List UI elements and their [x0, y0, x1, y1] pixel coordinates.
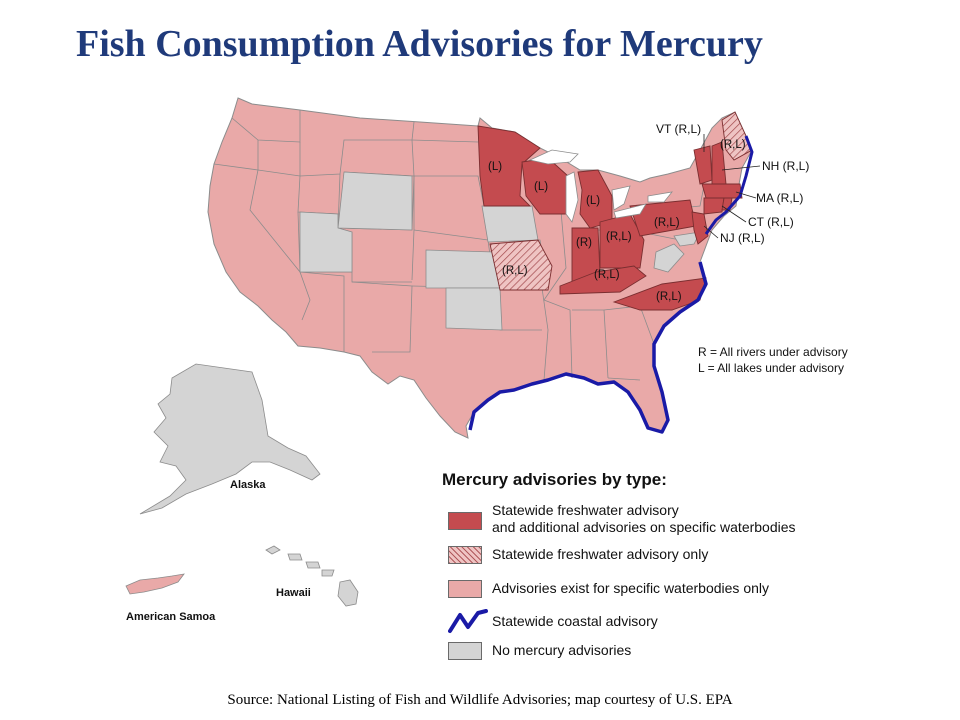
key-rivers: R = All rivers under advisory: [698, 345, 848, 359]
label-indiana: (R): [576, 237, 592, 249]
label-hawaii: Hawaii: [276, 587, 311, 599]
state-iowa: [481, 205, 539, 243]
label-north-carolina: (R,L): [656, 291, 682, 303]
state-maryland: [673, 231, 701, 247]
state-wyoming: [337, 171, 413, 231]
state-utah: [299, 211, 353, 273]
swatch-statewide-and-specific: [448, 512, 482, 530]
no-advisory-states: [299, 171, 701, 331]
legend-label: Statewide freshwater advisory only: [492, 546, 709, 562]
legend-label: Advisories exist for specific waterbodie…: [492, 580, 770, 596]
swatch-specific-only: [448, 580, 482, 598]
source-caption: Source: National Listing of Fish and Wil…: [227, 692, 733, 708]
legend-title: Mercury advisories by type:: [442, 470, 667, 489]
label-american-samoa: American Samoa: [126, 611, 216, 623]
label-alaska: Alaska: [230, 479, 266, 491]
label-michigan: (L): [586, 195, 600, 207]
label-pennsylvania: (R,L): [654, 217, 680, 229]
state-kentucky: [559, 265, 647, 295]
label-missouri: (R,L): [502, 265, 528, 277]
label-minnesota: (L): [488, 161, 502, 173]
coastal-advisory-line-ne: [704, 135, 754, 235]
alaska-shape: [139, 363, 321, 515]
callout-nh: NH (R,L): [762, 159, 809, 173]
callout-ma: MA (R,L): [756, 191, 803, 205]
label-ohio: (R,L): [606, 231, 632, 243]
state-west-virginia: [653, 243, 685, 273]
hawaii-shape: [265, 545, 359, 607]
key-lakes: L = All lakes under advisory: [698, 361, 844, 375]
great-lakes: [528, 149, 673, 223]
legend-label: Statewide freshwater advisory: [492, 502, 679, 518]
state-north-carolina: [612, 277, 707, 311]
callout-ct: CT (R,L): [748, 215, 794, 229]
callout-vt: VT (R,L): [656, 122, 701, 136]
state-minnesota: [477, 125, 541, 207]
statewide-and-specific-states: [477, 125, 743, 311]
legend-label: Statewide coastal advisory: [492, 613, 658, 629]
state-oklahoma: [445, 287, 503, 331]
state-kansas: [425, 249, 501, 289]
legend-label: No mercury advisories: [492, 642, 632, 658]
coastal-advisory-line: [468, 261, 708, 434]
swatch-coastal: [448, 609, 488, 633]
label-kentucky: (R,L): [594, 269, 620, 281]
state-new-jersey: [691, 211, 709, 245]
american-samoa-shape: [125, 573, 185, 595]
state-massachusetts: [701, 183, 743, 199]
state-missouri: [489, 239, 553, 291]
label-wisconsin: (L): [534, 181, 548, 193]
label-maine: (R,L): [720, 139, 746, 151]
swatch-statewide-only: [448, 546, 482, 564]
state-connecticut: [703, 197, 725, 215]
page-title: Fish Consumption Advisories for Mercury: [76, 23, 763, 65]
legend-label: and additional advisories on specific wa…: [492, 519, 796, 535]
swatch-none: [448, 642, 482, 660]
callout-nj: NJ (R,L): [720, 231, 765, 245]
